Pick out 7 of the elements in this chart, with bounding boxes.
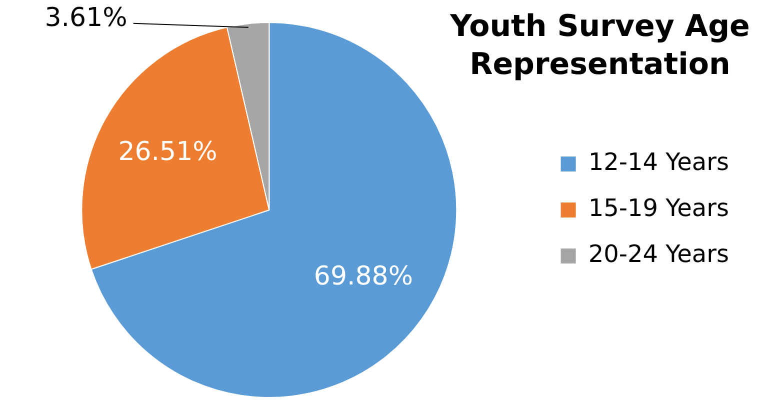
data-label: 3.61% [44, 3, 128, 34]
data-label: 26.51% [118, 136, 218, 167]
legend-label: 12-14 Years [588, 148, 730, 176]
legend-label: 20-24 Years [588, 240, 730, 268]
data-label: 69.88% [314, 262, 414, 292]
legend-label: 15-19 Years [588, 194, 730, 222]
text: Youth Survey Age Representation [449, 8, 751, 84]
